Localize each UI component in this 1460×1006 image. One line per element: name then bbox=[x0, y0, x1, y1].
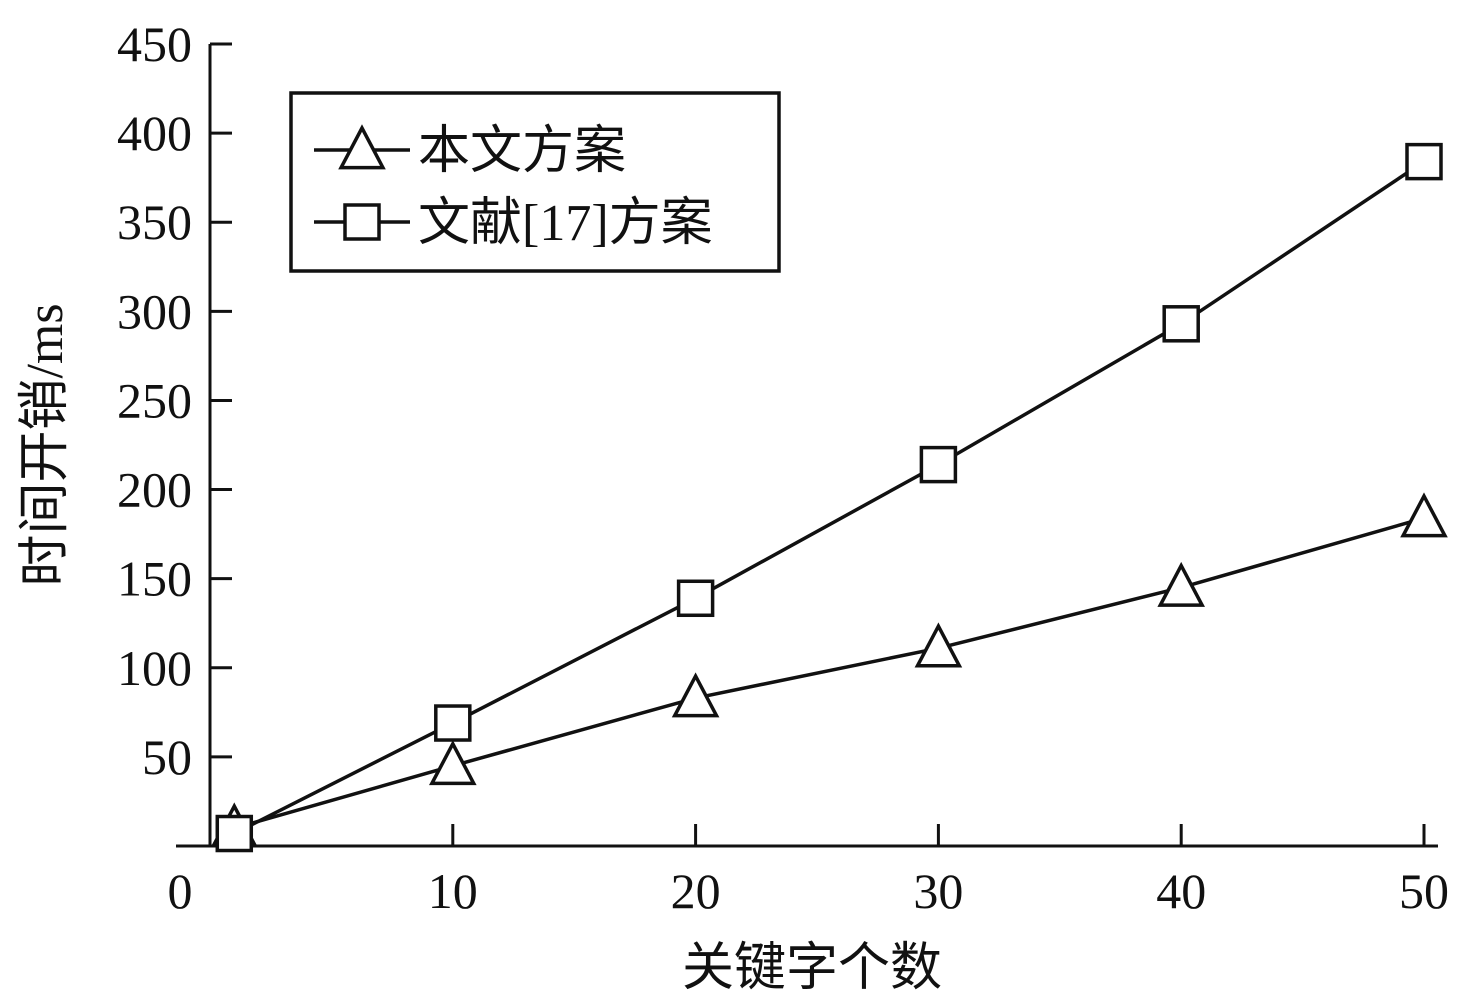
legend-box bbox=[289, 91, 781, 273]
square-point bbox=[676, 579, 715, 618]
square-point bbox=[215, 814, 254, 853]
y-tick-label: 350 bbox=[117, 194, 192, 250]
y-tick-label: 100 bbox=[117, 640, 192, 696]
legend-item-1: 本文方案 bbox=[314, 123, 626, 180]
x-axis-title: 关键字个数 bbox=[682, 940, 942, 997]
triangle-point bbox=[428, 740, 477, 786]
triangle-point bbox=[914, 622, 963, 668]
y-tick-label: 250 bbox=[117, 372, 192, 428]
series-2 bbox=[215, 142, 1443, 853]
series-lines bbox=[210, 142, 1448, 853]
legend-label: 文献[17]方案 bbox=[418, 195, 713, 252]
x-tick-label: 20 bbox=[671, 863, 721, 919]
triangle-icon bbox=[338, 124, 386, 170]
y-tick-label: 50 bbox=[142, 729, 192, 785]
x-tick-label: 50 bbox=[1399, 863, 1449, 919]
triangle-point bbox=[671, 672, 720, 718]
series-1 bbox=[210, 492, 1448, 848]
legend-item-2: 文献[17]方案 bbox=[314, 195, 713, 252]
square-icon bbox=[343, 203, 381, 241]
axes: 50 100 150 200 250 300 350 400 450 0 10 20 30 40 50 bbox=[117, 16, 1449, 919]
y-axis-title: 时间开销/ms bbox=[17, 303, 74, 586]
x-tick-label: 30 bbox=[913, 863, 963, 919]
y-tick-label: 300 bbox=[117, 283, 192, 339]
triangle-point bbox=[1157, 561, 1206, 607]
x-tick-label: 10 bbox=[428, 863, 478, 919]
square-point bbox=[919, 445, 958, 484]
square-point bbox=[1162, 305, 1200, 343]
triangle-point bbox=[1400, 492, 1448, 538]
square-point bbox=[434, 704, 472, 742]
legend-label: 本文方案 bbox=[418, 123, 626, 180]
square-point bbox=[1405, 142, 1443, 181]
series-line bbox=[233, 160, 1425, 836]
y-tick-label: 450 bbox=[117, 16, 192, 72]
y-tick-label: 150 bbox=[117, 551, 192, 607]
x-tick-label: 40 bbox=[1156, 863, 1206, 919]
x-tick-label: 0 bbox=[168, 863, 193, 919]
y-tick-label: 200 bbox=[117, 462, 192, 518]
series-line bbox=[233, 516, 1425, 830]
y-tick-label: 400 bbox=[117, 105, 192, 161]
